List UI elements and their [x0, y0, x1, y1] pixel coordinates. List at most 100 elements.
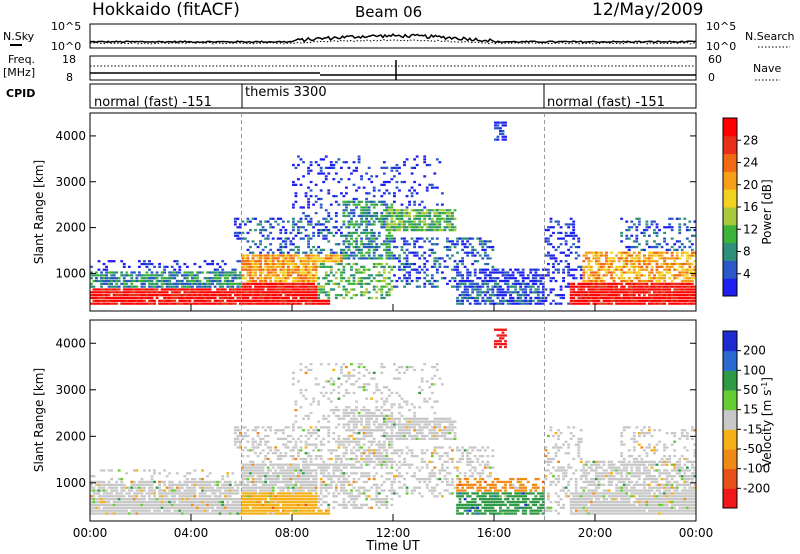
heatmap-cell [367, 192, 371, 195]
heatmap-cell [264, 480, 268, 484]
heatmap-cell [559, 226, 563, 229]
heatmap-cell [266, 477, 270, 481]
heatmap-cell [241, 257, 245, 260]
heatmap-cell [297, 489, 300, 492]
heatmap-cell [393, 226, 396, 229]
heatmap-cell [279, 243, 283, 246]
heatmap-cell [244, 463, 247, 466]
heatmap-cell [600, 291, 603, 294]
heatmap-cell [625, 251, 629, 254]
heatmap-cell [95, 274, 98, 277]
heatmap-cell [259, 271, 262, 274]
heatmap-cell [292, 285, 295, 288]
heatmap-cell [327, 299, 331, 302]
heatmap-cell [259, 220, 262, 223]
heatmap-cell [130, 277, 134, 280]
heatmap-cell [185, 492, 189, 495]
heatmap-cell [355, 271, 358, 274]
heatmap-cell [251, 495, 255, 498]
heatmap-cell [105, 512, 108, 515]
heatmap-cell [178, 279, 182, 283]
heatmap-cell [130, 271, 134, 274]
heatmap-cell [642, 254, 646, 257]
heatmap-cell [413, 220, 417, 223]
heatmap-cell [365, 288, 369, 291]
heatmap-cell [440, 228, 444, 232]
heatmap-cell [276, 291, 280, 294]
heatmap-cell [266, 294, 270, 297]
heatmap-cell [163, 265, 167, 268]
heatmap-cell [135, 486, 139, 489]
heatmap-cell [284, 483, 288, 486]
heatmap-cell [339, 274, 343, 277]
heatmap-cell [385, 251, 389, 254]
heatmap-cell [372, 189, 376, 192]
heatmap-cell [456, 243, 459, 246]
heatmap-cell [299, 274, 303, 277]
heatmap-cell [342, 240, 346, 243]
heatmap-cell [519, 285, 523, 288]
heatmap-cell [668, 223, 672, 226]
heatmap-cell [191, 296, 194, 300]
heatmap-cell [360, 285, 363, 288]
heatmap-cell [405, 254, 409, 257]
heatmap-cell [208, 299, 212, 302]
heatmap-cell [158, 498, 161, 501]
heatmap-cell [165, 288, 169, 291]
heatmap-cell [244, 296, 247, 300]
heatmap-cell [582, 279, 586, 283]
heatmap-cell [521, 291, 525, 294]
heatmap-cell [107, 279, 111, 283]
heatmap-cell [269, 302, 273, 305]
heatmap-cell [170, 291, 174, 294]
heatmap-cell [380, 195, 384, 198]
heatmap-cell [180, 498, 184, 501]
heatmap-cell [102, 512, 106, 515]
heatmap-cell [266, 452, 270, 455]
heatmap-cell [236, 429, 240, 432]
heatmap-cell [589, 274, 593, 277]
heatmap-cell [294, 166, 298, 169]
heatmap-cell [380, 296, 384, 300]
heatmap-cell [115, 279, 119, 283]
heatmap-cell [175, 291, 179, 294]
heatmap-cell [327, 302, 331, 305]
heatmap-cell [286, 254, 290, 257]
heatmap-cell [418, 226, 422, 229]
heatmap-cell [539, 277, 543, 280]
heatmap-cell [400, 223, 404, 226]
heatmap-cell [339, 294, 343, 297]
heatmap-cell [665, 291, 669, 294]
heatmap-cell [90, 291, 93, 294]
heatmap-cell [185, 489, 189, 492]
heatmap-cell [216, 294, 220, 297]
heatmap-cell [120, 495, 124, 498]
heatmap-cell [226, 489, 230, 492]
heatmap-cell [261, 268, 265, 271]
heatmap-cell [150, 271, 154, 274]
heatmap-cell [334, 262, 338, 266]
heatmap-cell [473, 248, 477, 252]
heatmap-cell [435, 217, 439, 220]
heatmap-cell [345, 245, 348, 249]
heatmap-cell [213, 500, 217, 504]
heatmap-cell [605, 257, 608, 260]
heatmap-cell [531, 291, 535, 294]
heatmap-cell [367, 200, 371, 203]
heatmap-cell [488, 299, 492, 302]
heatmap-cell [362, 231, 366, 235]
heatmap-cell [165, 296, 169, 300]
heatmap-cell [233, 302, 237, 305]
heatmap-cell [193, 480, 197, 484]
heatmap-cell [685, 257, 689, 260]
heatmap-cell [569, 251, 573, 254]
heatmap-cell [193, 299, 197, 302]
heatmap-cell [433, 186, 437, 189]
heatmap-cell [292, 457, 295, 461]
heatmap-cell [185, 500, 189, 504]
heatmap-cell [269, 243, 273, 246]
heatmap-cell [153, 288, 156, 291]
heatmap-cell [168, 483, 172, 486]
heatmap-cell [496, 268, 500, 271]
heatmap-cell [627, 268, 631, 271]
